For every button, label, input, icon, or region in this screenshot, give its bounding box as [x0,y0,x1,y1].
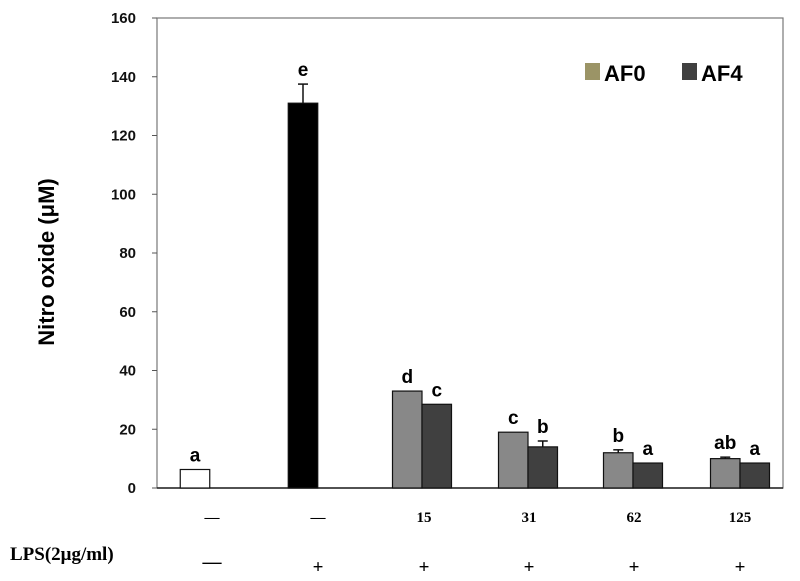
significance-letter: ab [714,433,736,454]
concentration-label: 62 [627,510,642,526]
y-axis-label: Nitro oxide (μM) [34,178,59,345]
y-tick-label: 140 [111,69,136,86]
legend-label-af4: AF4 [701,61,743,86]
plot-frame [156,17,784,489]
bar-af0-group-4 [602,452,634,489]
lps-row-label: LPS(2μg/ml) [10,544,114,565]
significance-letter: b [537,417,549,438]
significance-letter: b [612,426,624,447]
y-tick-label: 120 [111,128,136,145]
legend: AF0 AF4 [585,61,743,86]
y-tick-label: 100 [111,186,136,203]
y-tick-label: 160 [111,10,136,27]
bar-af4-group-2 [421,403,453,489]
bar-control-group-0 [179,468,211,489]
y-tick-label: 0 [128,480,136,497]
y-tick-label: 80 [119,245,136,262]
bar-af0-group-5 [709,458,741,489]
lps-indicator: + [313,557,324,578]
significance-letter: c [431,380,442,401]
significance-letter: a [190,445,201,466]
concentration-label: 15 [417,510,432,526]
legend-swatch-af4 [682,63,697,80]
significance-letter: a [642,439,653,460]
significance-letter: c [508,408,519,429]
y-tick-label: 40 [119,363,136,380]
bar-lps-group-1 [287,102,319,489]
y-tick-label: 60 [119,304,136,321]
concentration-label: — [310,510,327,526]
legend-swatch-af0 [585,63,600,80]
lps-indicator: + [524,557,535,578]
significance-letter: d [401,367,413,388]
significance-letter: e [298,60,309,81]
bar-af4-group-5 [739,462,771,489]
bar-af4-group-4 [632,462,664,489]
lps-indicator: + [629,557,640,578]
bar-af4-group-3 [527,446,559,489]
significance-letter: a [749,439,760,460]
concentration-label: 31 [522,510,537,526]
bar-af0-group-2 [391,390,423,489]
concentration-label: — [204,510,221,526]
lps-indicator: — [202,552,223,573]
lps-indicator: + [419,557,430,578]
y-tick-label: 20 [119,421,136,438]
legend-label-af0: AF0 [604,61,646,86]
lps-indicator: + [735,557,746,578]
concentration-label: 125 [729,510,752,526]
bar-af0-group-3 [497,431,529,489]
